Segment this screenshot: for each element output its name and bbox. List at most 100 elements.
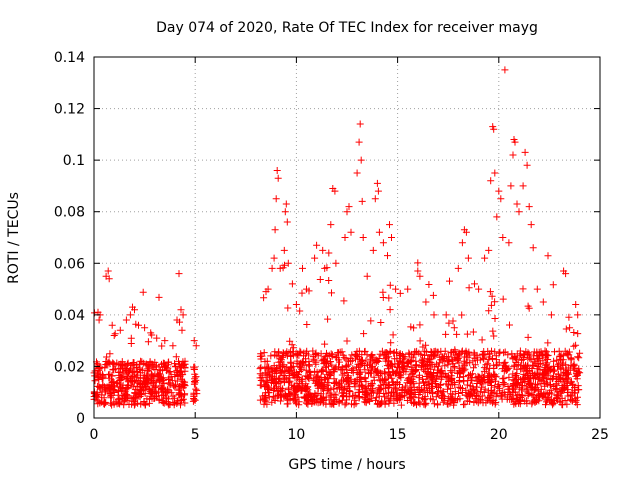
- data-point: [292, 350, 300, 358]
- data-point: [108, 372, 116, 380]
- data-point: [324, 375, 332, 383]
- data-point: [140, 359, 148, 367]
- data-point: [491, 383, 499, 391]
- data-point: [450, 401, 458, 409]
- data-point: [517, 396, 525, 404]
- data-point: [359, 383, 367, 391]
- data-point: [303, 385, 310, 392]
- data-point: [389, 362, 396, 370]
- data-point: [298, 289, 306, 297]
- data-point: [427, 395, 435, 403]
- data-point: [124, 381, 132, 389]
- data-point: [141, 380, 149, 388]
- data-point: [153, 370, 161, 378]
- data-point: [280, 378, 288, 386]
- data-point: [358, 197, 366, 205]
- data-point: [331, 187, 339, 195]
- data-point: [257, 363, 265, 371]
- data-point: [516, 352, 524, 360]
- data-point: [272, 195, 280, 203]
- data-point: [409, 353, 417, 361]
- data-point: [286, 337, 294, 345]
- data-point: [561, 383, 569, 391]
- data-point: [525, 203, 533, 211]
- data-point: [416, 388, 424, 396]
- data-point: [547, 311, 555, 319]
- data-point: [387, 339, 395, 347]
- data-point: [157, 382, 165, 390]
- data-point: [572, 301, 580, 308]
- data-point: [414, 267, 422, 275]
- data-point: [546, 396, 554, 404]
- data-point: [562, 325, 570, 333]
- data-point: [487, 301, 495, 309]
- data-point: [490, 371, 498, 378]
- data-point: [501, 358, 509, 366]
- data-point: [544, 339, 552, 347]
- data-point: [506, 391, 514, 399]
- data-point: [572, 372, 580, 380]
- data-point: [99, 381, 107, 389]
- data-point: [368, 394, 376, 402]
- data-point: [136, 369, 144, 377]
- data-point: [397, 401, 405, 409]
- data-point: [543, 375, 551, 383]
- data-point: [261, 398, 269, 406]
- data-point: [325, 369, 333, 376]
- data-point: [118, 373, 126, 381]
- data-point: [116, 400, 124, 408]
- data-point: [465, 284, 473, 292]
- data-point: [421, 347, 429, 355]
- data-point: [441, 396, 449, 404]
- data-point: [410, 400, 418, 407]
- data-point: [449, 317, 457, 325]
- data-point: [131, 389, 139, 397]
- data-point: [485, 307, 493, 315]
- data-point: [339, 393, 347, 401]
- data-points: [90, 66, 584, 409]
- data-point: [149, 373, 157, 381]
- data-point: [276, 264, 284, 272]
- data-point: [135, 321, 142, 329]
- data-point: [492, 392, 500, 400]
- data-point: [397, 393, 405, 401]
- data-point: [470, 364, 477, 372]
- data-point: [273, 364, 280, 372]
- data-point: [121, 388, 129, 396]
- data-point: [357, 381, 365, 389]
- x-tick-label: 10: [287, 427, 305, 443]
- data-point: [351, 396, 359, 404]
- data-point: [374, 400, 382, 407]
- data-point: [377, 319, 385, 326]
- data-point: [96, 399, 104, 407]
- data-point: [121, 396, 129, 404]
- data-point: [517, 362, 525, 370]
- data-point: [138, 387, 146, 395]
- data-point: [289, 372, 297, 380]
- data-point: [131, 367, 139, 375]
- data-point: [321, 352, 329, 360]
- data-point: [290, 370, 298, 378]
- data-point: [416, 321, 424, 329]
- data-point: [310, 392, 318, 400]
- data-point: [305, 361, 313, 369]
- data-point: [108, 321, 116, 329]
- data-point: [547, 386, 555, 394]
- data-point: [288, 341, 296, 349]
- data-point: [297, 364, 304, 372]
- data-point: [286, 367, 294, 375]
- data-point: [303, 392, 311, 400]
- data-point: [359, 234, 367, 241]
- data-point: [144, 376, 152, 384]
- data-point: [490, 388, 498, 396]
- data-point: [444, 372, 452, 380]
- data-point: [282, 391, 289, 399]
- data-point: [455, 359, 463, 367]
- data-point: [305, 367, 313, 375]
- data-point: [530, 352, 538, 360]
- data-point: [561, 368, 569, 376]
- data-point: [166, 401, 174, 408]
- data-point: [539, 298, 547, 306]
- data-point: [430, 369, 437, 376]
